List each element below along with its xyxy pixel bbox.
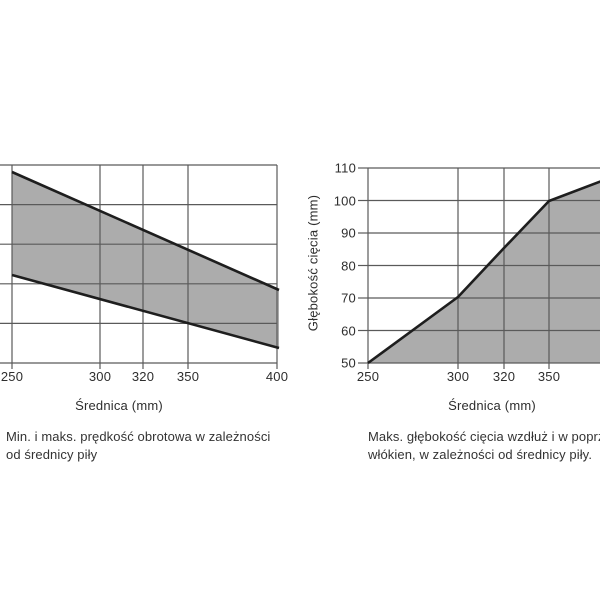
left-speed-band-area xyxy=(12,172,279,348)
right-depth-area xyxy=(368,181,600,363)
left-x-axis-title: Średnica (mm) xyxy=(75,398,163,413)
left-caption-line-2: od średnicy piły xyxy=(6,447,98,462)
left-max-speed-line xyxy=(11,170,280,292)
right-caption-line-2: włókien, w zależności od średnicy piły. xyxy=(368,447,593,462)
right-depth-line xyxy=(367,180,600,365)
left-caption-line-1: Min. i maks. prędkość obrotowa w zależno… xyxy=(6,429,271,444)
left-chart-graphics xyxy=(0,164,280,369)
right-y-axis-title: Głębokość cięcia (mm) xyxy=(305,194,321,332)
right-x-axis-title: Średnica (mm) xyxy=(448,398,536,413)
right-chart-graphics xyxy=(358,167,600,369)
right-caption-line-1: Maks. głębokość cięcia wzdłuż i w poprze… xyxy=(368,429,600,444)
right-chart-caption: Maks. głębokość cięcia wzdłuż i w poprze… xyxy=(368,428,600,464)
left-min-speed-line xyxy=(11,273,280,350)
left-chart-caption: Min. i maks. prędkość obrotowa w zależno… xyxy=(6,428,270,464)
